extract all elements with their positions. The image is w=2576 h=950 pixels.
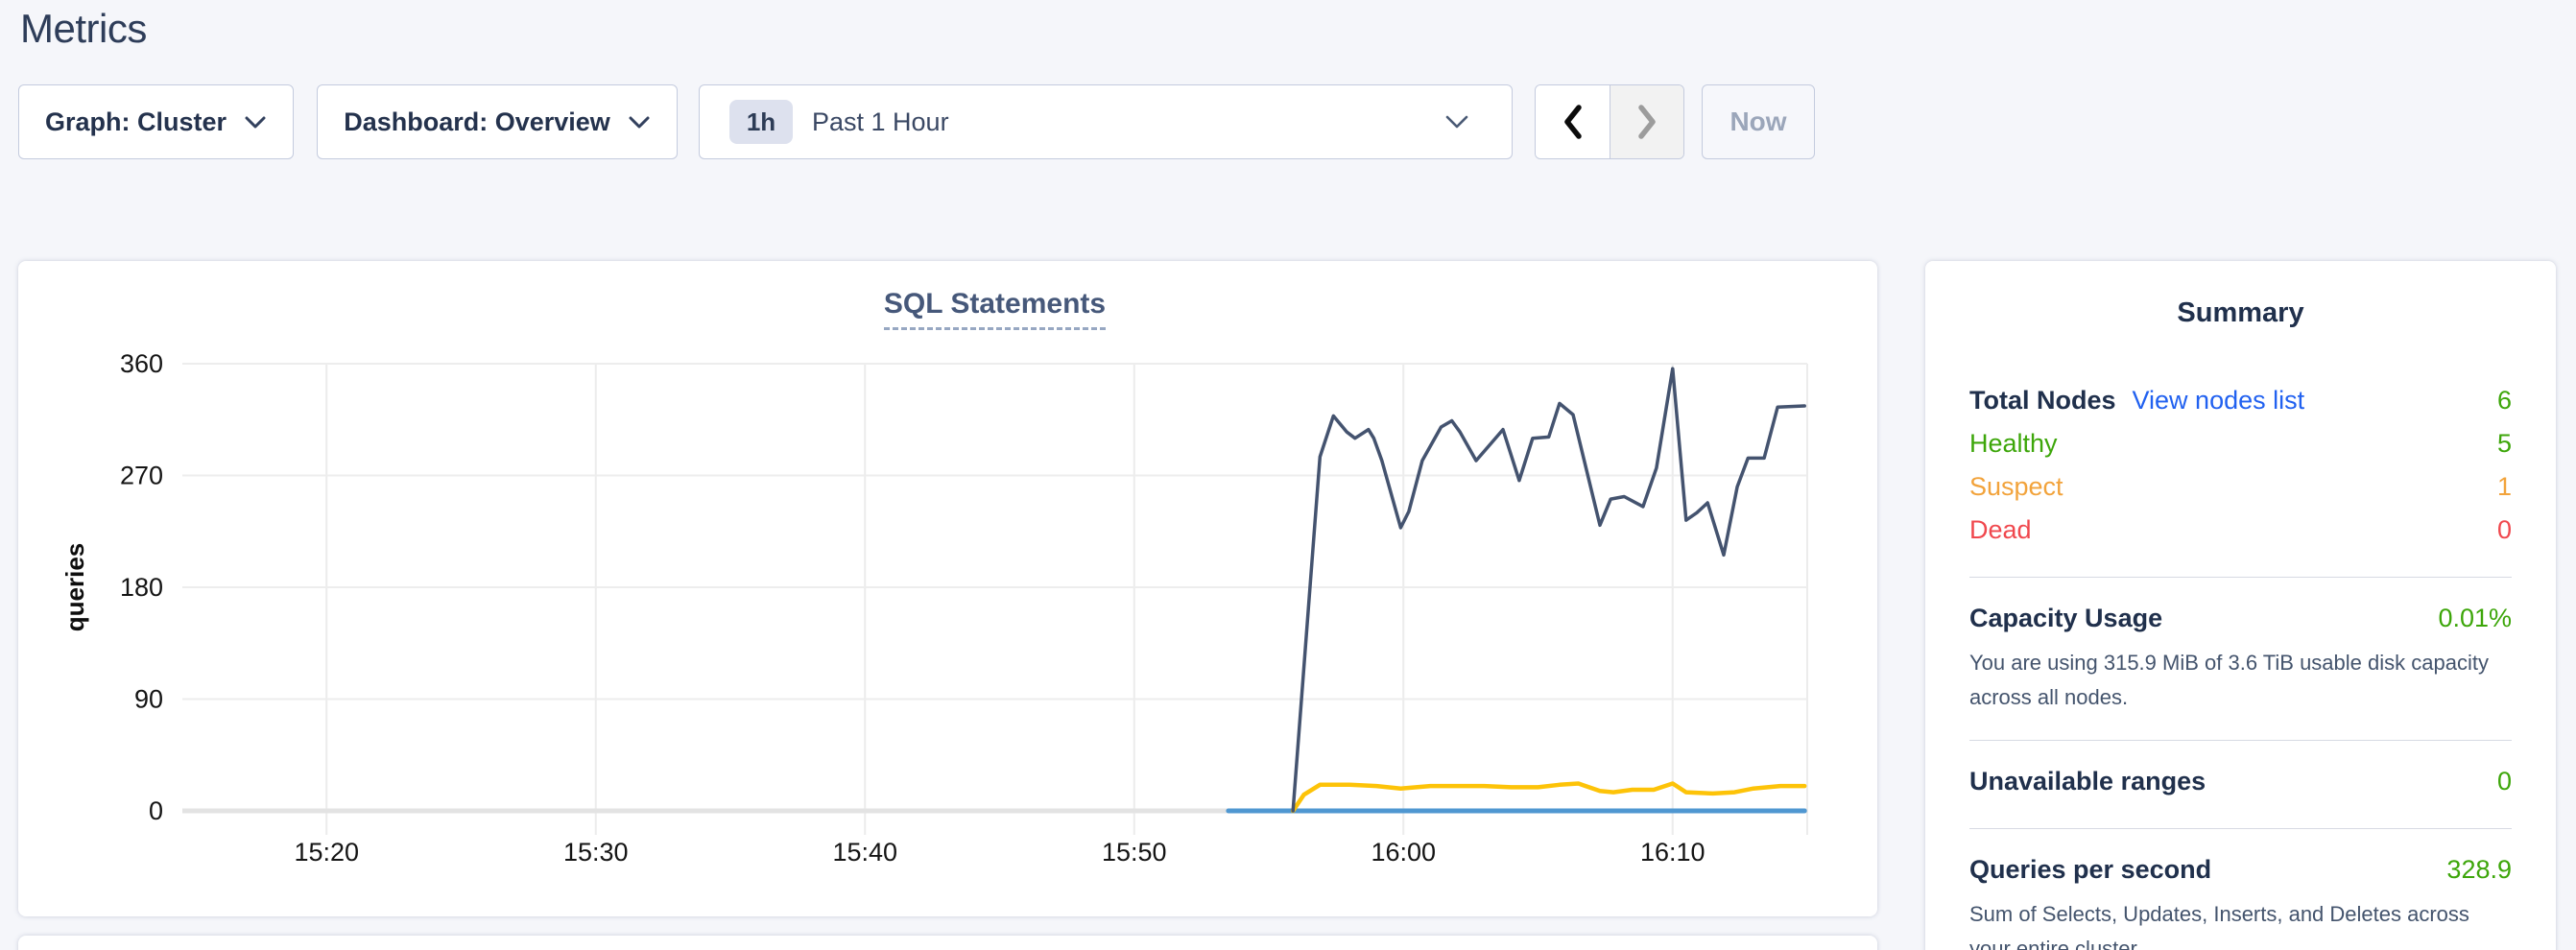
graph-dropdown[interactable]: Graph: Cluster	[18, 84, 294, 159]
svg-text:15:30: 15:30	[563, 838, 629, 867]
unavailable-ranges-label: Unavailable ranges	[1969, 767, 2206, 796]
divider	[1969, 828, 2512, 829]
queries-per-second-row: Queries per second 328.9	[1969, 848, 2512, 891]
nodes-summary: Total Nodes View nodes list 6 Healthy 5 …	[1969, 379, 2512, 552]
total-nodes-value: 6	[2496, 386, 2512, 415]
toolbar: Graph: Cluster Dashboard: Overview 1h Pa…	[0, 84, 2576, 159]
unavailable-ranges-section: Unavailable ranges 0	[1969, 760, 2512, 803]
svg-text:15:20: 15:20	[294, 838, 359, 867]
divider	[1969, 740, 2512, 741]
capacity-usage-value: 0.01%	[2438, 604, 2512, 632]
next-chart-panel	[18, 936, 1877, 950]
queries-per-second-label: Queries per second	[1969, 855, 2212, 884]
chevron-down-icon	[629, 116, 650, 128]
unavailable-ranges-row: Unavailable ranges 0	[1969, 760, 2512, 803]
dead-nodes-label: Dead	[1969, 515, 2032, 544]
summary-title: Summary	[2177, 297, 2304, 328]
queries-per-second-description: Sum of Selects, Updates, Inserts, and De…	[1969, 902, 2469, 950]
chevron-down-icon	[1445, 115, 1468, 129]
time-nav-group	[1535, 84, 1684, 159]
svg-text:360: 360	[120, 349, 163, 378]
view-nodes-list-link[interactable]: View nodes list	[2132, 386, 2305, 415]
healthy-nodes-row: Healthy 5	[1969, 422, 2512, 465]
svg-text:90: 90	[134, 685, 163, 714]
graph-dropdown-label: Graph: Cluster	[44, 107, 227, 136]
next-time-button[interactable]	[1610, 85, 1683, 158]
total-nodes-row: Total Nodes View nodes list 6	[1969, 379, 2512, 422]
prev-time-button[interactable]	[1536, 85, 1610, 158]
healthy-nodes-value: 5	[2496, 429, 2512, 458]
summary-panel: Summary Total Nodes View nodes list 6 He…	[1925, 261, 2556, 950]
capacity-usage-section: Capacity Usage 0.01% You are using 315.9…	[1969, 597, 2512, 715]
healthy-nodes-label: Healthy	[1969, 429, 2058, 458]
time-range-badge: 1h	[729, 100, 793, 144]
svg-text:16:10: 16:10	[1640, 838, 1705, 867]
time-range-label: Past 1 Hour	[812, 107, 949, 136]
suspect-nodes-row: Suspect 1	[1969, 465, 2512, 509]
capacity-usage-description: You are using 315.9 MiB of 3.6 TiB usabl…	[1969, 651, 2489, 709]
capacity-usage-label: Capacity Usage	[1969, 604, 2163, 632]
svg-text:15:50: 15:50	[1102, 838, 1167, 867]
chevron-right-icon	[1638, 105, 1656, 139]
total-nodes-label: Total Nodes	[1969, 386, 2116, 415]
svg-text:queries: queries	[60, 543, 89, 632]
svg-text:0: 0	[149, 796, 163, 825]
svg-text:270: 270	[120, 462, 163, 490]
suspect-nodes-value: 1	[2496, 472, 2512, 501]
dead-nodes-row: Dead 0	[1969, 509, 2512, 552]
chevron-left-icon	[1563, 105, 1582, 139]
dead-nodes-value: 0	[2496, 515, 2512, 544]
chevron-down-icon	[245, 116, 266, 128]
time-range-selector[interactable]: 1h Past 1 Hour	[699, 84, 1513, 159]
page-title: Metrics	[20, 6, 147, 51]
chart-title[interactable]: SQL Statements	[883, 288, 1107, 330]
svg-text:16:00: 16:00	[1371, 838, 1436, 867]
capacity-usage-row: Capacity Usage 0.01%	[1969, 597, 2512, 640]
chart-title-wrap: SQL Statements	[182, 288, 1807, 330]
dashboard-dropdown-label: Dashboard: Overview	[344, 107, 610, 136]
now-button[interactable]: Now	[1702, 84, 1815, 159]
sql-statements-chart: 15:20 15:30 15:40 15:50 16:00 16:10 0 90 180 270 3…	[60, 349, 1808, 867]
sql-statements-chart-panel: SQL Statements 15:20 15:30 15:40 15:50 16:00…	[18, 261, 1877, 916]
svg-text:15:40: 15:40	[832, 838, 897, 867]
queries-per-second-value: 328.9	[2446, 855, 2512, 884]
divider	[1969, 577, 2512, 578]
queries-per-second-section: Queries per second 328.9 Sum of Selects,…	[1969, 848, 2512, 950]
suspect-nodes-label: Suspect	[1969, 472, 2063, 501]
svg-text:180: 180	[120, 573, 163, 602]
dashboard-dropdown[interactable]: Dashboard: Overview	[317, 84, 678, 159]
unavailable-ranges-value: 0	[2496, 767, 2512, 796]
